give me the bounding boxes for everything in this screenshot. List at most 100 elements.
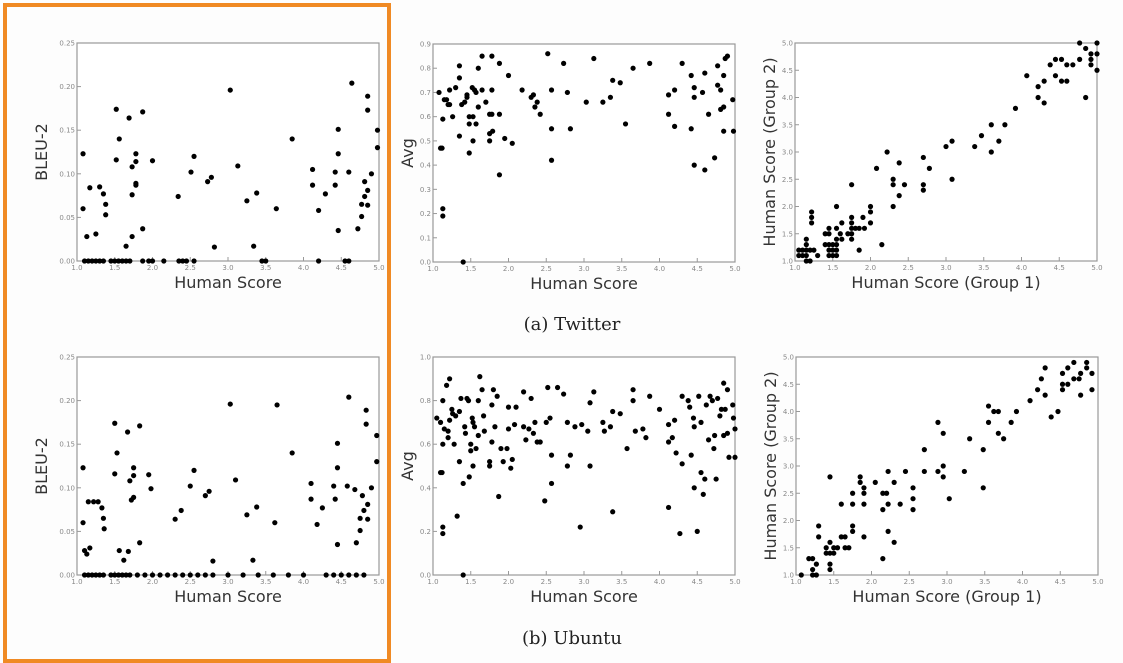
- data-point: [711, 445, 717, 452]
- data-point: [643, 435, 649, 441]
- data-point: [813, 561, 819, 567]
- plot-frame: [76, 356, 380, 576]
- y-tick-label: 0.05: [59, 214, 75, 222]
- data-point: [672, 417, 678, 423]
- data-point: [548, 87, 555, 93]
- data-point: [188, 169, 194, 175]
- x-tick-label: 3.5: [979, 578, 990, 586]
- y-axis-label: Avg: [398, 451, 417, 481]
- data-point: [180, 572, 186, 578]
- data-point: [799, 252, 806, 259]
- data-point: [505, 426, 512, 432]
- data-point: [834, 545, 841, 551]
- data-point: [530, 92, 537, 98]
- y-tick-label: 1.0: [783, 572, 794, 580]
- data-point: [346, 258, 352, 264]
- y-tick-label: 0.5: [420, 137, 431, 145]
- data-point: [308, 480, 314, 487]
- data-point: [355, 226, 361, 232]
- data-point: [300, 572, 307, 578]
- x-tick-label: 1.5: [465, 265, 476, 273]
- x-tick-label: 1.5: [828, 578, 839, 586]
- data-point: [896, 160, 902, 166]
- data-point: [721, 128, 727, 134]
- data-point: [462, 430, 469, 436]
- data-point: [890, 203, 896, 210]
- x-tick-label: 4.5: [1055, 578, 1066, 586]
- data-point: [1094, 40, 1100, 46]
- data-point: [816, 523, 822, 529]
- data-point: [331, 483, 337, 489]
- data-point: [489, 439, 495, 445]
- data-point: [901, 182, 908, 188]
- x-tick-label: 3.0: [222, 578, 233, 586]
- data-point: [140, 258, 146, 264]
- data-point: [359, 493, 365, 499]
- data-point: [1052, 56, 1059, 62]
- y-axis-label: Human Score (Group 2): [761, 371, 780, 560]
- data-point: [561, 391, 567, 397]
- data-point: [891, 479, 897, 485]
- data-point: [721, 104, 727, 110]
- data-point: [361, 507, 367, 514]
- data-point: [677, 530, 683, 537]
- data-point: [587, 463, 593, 469]
- data-point: [630, 387, 636, 393]
- data-point: [850, 501, 856, 507]
- y-tick-label: 2.5: [782, 176, 793, 184]
- plot-frame: [432, 356, 736, 576]
- data-point: [439, 145, 445, 151]
- x-axis-label: Human Score: [530, 274, 638, 293]
- data-point: [470, 419, 476, 425]
- data-point: [730, 97, 736, 103]
- data-point: [439, 469, 445, 476]
- data-point: [718, 406, 725, 412]
- data-point: [827, 474, 833, 480]
- data-point: [803, 252, 809, 259]
- data-point: [489, 53, 495, 59]
- y-tick-label: 0.9: [420, 41, 431, 49]
- data-point: [724, 430, 731, 436]
- data-point: [545, 384, 551, 391]
- data-point: [332, 182, 338, 188]
- data-point: [583, 99, 589, 105]
- data-point: [730, 415, 737, 421]
- data-point: [508, 465, 514, 471]
- data-point: [273, 206, 279, 212]
- data-point: [95, 499, 101, 505]
- data-point: [471, 424, 478, 430]
- data-point: [1048, 414, 1054, 420]
- data-point: [100, 191, 107, 197]
- data-point: [1058, 78, 1065, 84]
- data-point: [232, 477, 239, 483]
- data-point: [479, 87, 485, 93]
- data-point: [322, 191, 328, 197]
- data-point: [709, 398, 715, 404]
- data-point: [496, 111, 503, 117]
- data-point: [440, 398, 446, 404]
- data-point: [827, 561, 833, 567]
- data-point: [1002, 122, 1008, 128]
- data-point: [991, 408, 997, 415]
- data-point: [206, 488, 212, 494]
- data-point: [205, 179, 211, 185]
- data-point: [985, 419, 992, 425]
- x-tick-label: 3.0: [578, 265, 589, 273]
- data-point: [698, 469, 704, 476]
- data-point: [331, 572, 337, 578]
- data-point: [460, 259, 466, 265]
- data-point: [332, 496, 338, 502]
- data-point: [702, 167, 708, 173]
- data-point: [833, 236, 840, 242]
- data-point: [548, 126, 555, 132]
- data-point: [451, 441, 457, 447]
- data-point: [93, 231, 99, 237]
- data-point: [630, 398, 636, 404]
- x-tick-label: 2.5: [541, 265, 552, 273]
- x-tick-label: 4.5: [692, 265, 703, 273]
- data-point: [479, 387, 485, 393]
- data-point: [699, 89, 706, 96]
- data-point: [99, 505, 105, 511]
- data-point: [833, 252, 840, 259]
- data-point: [1088, 56, 1094, 62]
